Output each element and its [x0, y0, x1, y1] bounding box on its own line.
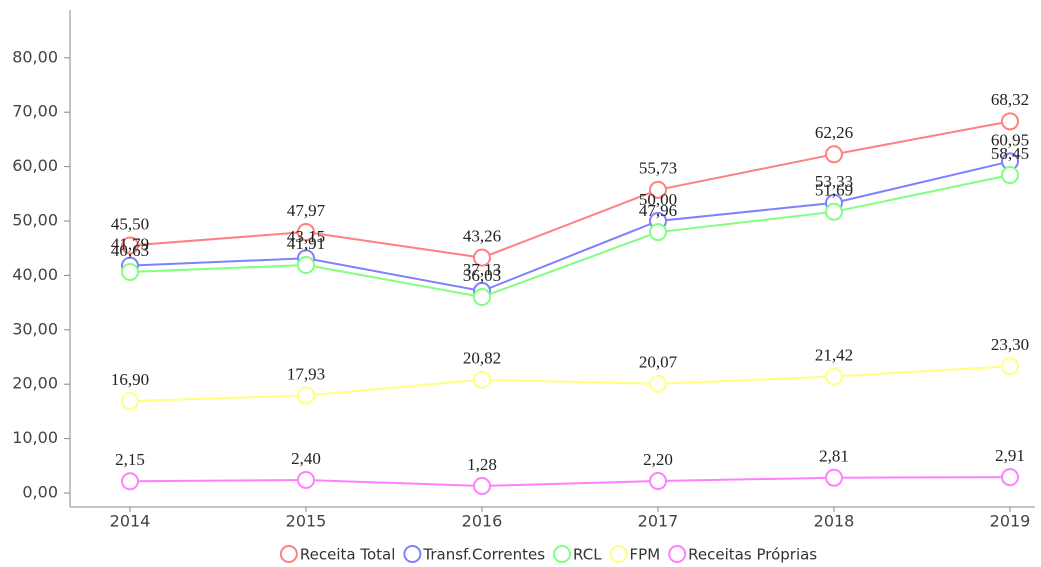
data-label: 51,69 — [815, 181, 853, 200]
y-tick-label: 30,00 — [12, 319, 58, 338]
point-marker — [297, 256, 315, 275]
point-marker — [1001, 357, 1019, 376]
data-label: 43,26 — [463, 227, 501, 246]
data-label: 16,90 — [111, 370, 149, 389]
data-label: 62,26 — [815, 123, 853, 142]
y-tick-label: 20,00 — [12, 374, 58, 393]
point-marker — [649, 180, 667, 199]
data-label: 45,50 — [111, 214, 149, 233]
legend-marker — [553, 545, 572, 563]
point-marker — [473, 248, 491, 267]
y-tick-label: 0,00 — [22, 483, 58, 502]
point-marker — [121, 472, 139, 491]
legend-label: FPM — [630, 546, 661, 564]
point-marker — [121, 262, 139, 281]
x-tick-label: 2018 — [814, 512, 855, 531]
data-label: 23,30 — [991, 335, 1029, 354]
x-tick-label: 2016 — [462, 512, 503, 531]
data-label: 17,93 — [287, 364, 325, 383]
legend-label: Receita Total — [300, 546, 396, 564]
point-marker — [825, 367, 843, 386]
data-label: 55,73 — [639, 159, 677, 178]
data-label: 2,81 — [819, 447, 849, 466]
point-marker — [1001, 166, 1019, 185]
y-tick-label: 50,00 — [12, 211, 58, 230]
y-tick-label: 70,00 — [12, 102, 58, 121]
legend-label: RCL — [573, 546, 602, 564]
x-tick-label: 2019 — [990, 512, 1031, 531]
point-marker — [297, 223, 315, 242]
x-tick-label: 2017 — [638, 512, 679, 531]
data-label: 53,33 — [815, 172, 853, 191]
data-label: 41,79 — [111, 235, 149, 254]
data-label: 50,00 — [639, 190, 677, 209]
point-marker — [473, 287, 491, 306]
y-tick-label: 80,00 — [12, 47, 58, 66]
legend-label: Receitas Próprias — [688, 546, 817, 564]
data-label: 21,42 — [815, 345, 853, 364]
data-label: 1,28 — [467, 455, 497, 474]
data-label: 2,40 — [291, 449, 321, 468]
data-label: 20,07 — [639, 353, 678, 372]
legend-marker — [609, 545, 628, 563]
point-marker — [825, 145, 843, 164]
point-marker — [473, 370, 491, 389]
data-label: 58,45 — [991, 144, 1029, 163]
data-label: 47,96 — [639, 201, 677, 220]
series-line — [129, 174, 1011, 299]
series-line — [129, 476, 1011, 488]
series-line — [129, 160, 1011, 293]
legend-label: Transf.Correntes — [422, 546, 545, 564]
y-tick-label: 60,00 — [12, 156, 58, 175]
point-marker — [825, 202, 843, 221]
data-label: 40,63 — [111, 241, 149, 260]
data-label: 2,91 — [995, 446, 1025, 465]
point-marker — [121, 392, 139, 411]
data-label: 2,20 — [643, 450, 673, 469]
data-label: 36,03 — [463, 266, 501, 285]
series-line — [129, 120, 1011, 259]
point-marker — [825, 468, 843, 487]
legend-marker — [403, 545, 422, 563]
point-marker — [1001, 468, 1019, 487]
data-label: 2,15 — [115, 450, 145, 469]
legend-marker — [279, 545, 298, 563]
point-marker — [649, 472, 667, 491]
legend: Receita Total Transf.Correntes RCL FPM Recei… — [279, 545, 817, 564]
legend-marker — [668, 545, 687, 563]
data-label: 37,13 — [463, 260, 501, 279]
data-label: 41,91 — [287, 234, 325, 253]
point-marker — [1001, 112, 1019, 131]
point-marker — [297, 470, 315, 489]
series-line — [129, 365, 1011, 403]
data-label: 47,97 — [287, 201, 326, 220]
data-label: 43,15 — [287, 227, 325, 246]
y-tick-label: 10,00 — [12, 428, 58, 447]
x-tick-label: 2015 — [286, 512, 327, 531]
point-marker — [297, 386, 315, 405]
point-marker — [649, 223, 667, 242]
data-label: 68,32 — [991, 90, 1029, 109]
point-marker — [649, 374, 667, 393]
y-tick-label: 40,00 — [12, 265, 58, 284]
data-label: 20,82 — [463, 349, 501, 368]
data-label: 60,95 — [991, 130, 1029, 149]
point-marker — [473, 477, 491, 496]
point-marker — [121, 236, 139, 255]
x-tick-label: 2014 — [110, 512, 151, 531]
